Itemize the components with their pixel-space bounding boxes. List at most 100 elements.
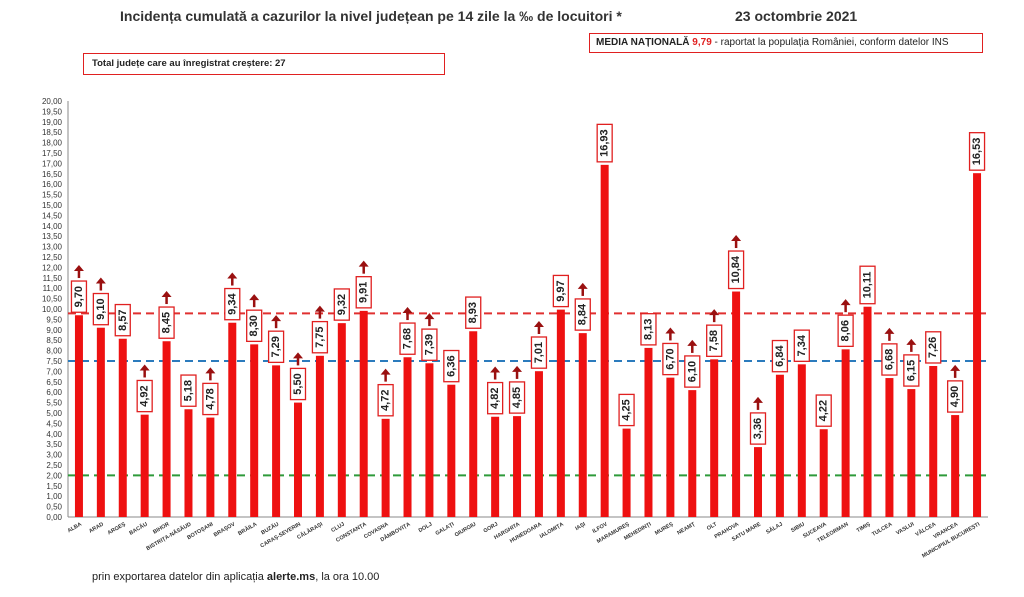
data-label: 4,85: [511, 387, 523, 408]
bar: [929, 365, 938, 517]
increase-arrow-icon: [249, 294, 260, 301]
data-label: 7,58: [708, 330, 720, 351]
total-increase-box: Total județe care au înregistrat creșter…: [83, 53, 445, 75]
increase-arrow-icon: [139, 364, 150, 371]
data-label: 4,25: [621, 399, 633, 420]
bar: [206, 417, 215, 517]
bar: [841, 349, 850, 517]
chart-date: 23 octombrie 2021: [735, 8, 858, 24]
y-tick-label: 13,00: [42, 243, 63, 252]
data-source-note: prin exportarea datelor din aplicația al…: [92, 571, 379, 583]
bar: [140, 414, 149, 517]
data-label-box: [399, 322, 416, 355]
y-tick-label: 3,50: [46, 440, 62, 449]
y-tick-label: 15,00: [42, 201, 63, 210]
data-label: 7,68: [402, 328, 414, 349]
chart-title: Incidența cumulată a cazurilor la nivel …: [120, 8, 622, 24]
y-tick-label: 14,00: [42, 222, 63, 231]
x-tick-label: IAȘI: [574, 521, 587, 532]
data-label: 9,34: [226, 293, 238, 315]
data-label-box: [946, 380, 964, 413]
data-label-box: [246, 309, 263, 343]
increase-arrow-icon: [205, 367, 216, 374]
y-tick-label: 7,00: [46, 367, 62, 376]
data-label: 9,32: [336, 294, 348, 315]
data-label-box: [968, 132, 986, 171]
data-label-box: [925, 331, 942, 364]
increase-arrow-icon: [840, 299, 851, 306]
data-label-box: [837, 314, 854, 348]
data-label-box: [377, 383, 394, 417]
bar: [600, 164, 609, 517]
data-label-box: [289, 367, 307, 401]
y-tick-label: 10,50: [42, 295, 63, 304]
bar: [469, 331, 478, 517]
x-tick-label: ARGEȘ: [107, 521, 127, 536]
bar: [491, 416, 500, 517]
data-label: 10,84: [730, 255, 742, 283]
increase-arrow-icon: [950, 364, 961, 371]
data-label: 6,36: [445, 355, 457, 376]
data-label: 4,92: [139, 385, 151, 406]
y-tick-label: 18,50: [42, 128, 63, 137]
x-tick-label: BRĂILA: [237, 521, 259, 537]
bar: [250, 344, 259, 517]
y-tick-label: 11,50: [43, 274, 63, 283]
bar: [732, 291, 741, 517]
x-tick-label: TIMIȘ: [856, 521, 872, 534]
y-tick-label: 6,00: [46, 388, 62, 397]
data-label-box: [749, 412, 767, 445]
national-average-note: - raportat la populația României, confor…: [714, 37, 949, 48]
bar: [403, 357, 412, 517]
data-label-box: [727, 250, 745, 290]
data-label-box: [486, 381, 504, 415]
data-label-box: [596, 123, 613, 163]
y-tick-label: 1,50: [46, 482, 62, 491]
data-label-box: [158, 306, 175, 339]
national-average-box: MEDIA NAȚIONALĂ 9,79 - raportat la popul…: [589, 33, 983, 53]
y-tick-label: 19,50: [42, 107, 63, 116]
increase-arrow-icon: [731, 235, 742, 242]
y-tick-label: 6,50: [46, 378, 62, 387]
y-tick-label: 10,00: [42, 305, 63, 314]
data-label: 7,39: [423, 334, 435, 355]
y-tick-label: 17,50: [42, 149, 63, 158]
data-label: 8,30: [248, 315, 260, 336]
data-label-box: [662, 342, 679, 376]
bar: [162, 341, 171, 517]
increase-arrow-icon: [906, 338, 917, 345]
data-label: 6,15: [905, 360, 917, 381]
x-tick-label: NEAMȚ: [676, 521, 696, 536]
increase-arrow-icon: [402, 307, 413, 314]
y-tick-label: 13,50: [42, 232, 63, 241]
bar: [556, 309, 565, 517]
increase-arrow-icon: [380, 368, 391, 375]
data-label-box: [508, 381, 526, 414]
increase-arrow-icon: [884, 327, 895, 334]
data-label: 8,84: [577, 303, 589, 325]
national-average-value: 9,79: [692, 37, 712, 48]
y-tick-label: 11,00: [43, 284, 63, 293]
y-tick-label: 5,50: [46, 399, 62, 408]
data-label: 8,93: [467, 302, 479, 323]
bar: [534, 371, 543, 517]
increase-arrow-icon: [512, 365, 523, 372]
x-tick-label: OLT: [706, 521, 719, 532]
data-label: 16,93: [599, 129, 611, 157]
increase-arrow-icon: [577, 282, 588, 289]
increase-arrow-icon: [314, 305, 325, 312]
increase-arrow-icon: [227, 272, 238, 279]
bar: [819, 429, 828, 517]
increase-arrow-icon: [665, 327, 676, 334]
source-suffix: , la ora 10.00: [315, 571, 380, 583]
data-label: 6,68: [883, 349, 895, 370]
data-label: 3,36: [752, 418, 764, 439]
y-tick-label: 2,00: [46, 471, 62, 480]
x-tick-label: VASLUI: [895, 521, 916, 536]
data-label: 5,18: [182, 380, 194, 401]
y-tick-label: 16,00: [42, 180, 63, 189]
y-tick-label: 3,00: [46, 451, 62, 460]
bar: [272, 365, 281, 517]
data-label-box: [202, 382, 219, 416]
x-tick-label: SIBIU: [790, 522, 806, 535]
